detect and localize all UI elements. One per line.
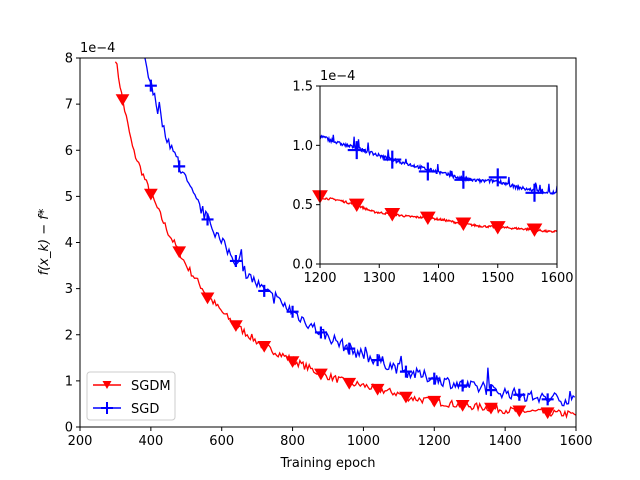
inset-line-sgd	[320, 134, 557, 196]
main-x-axis-label: Training epoch	[279, 456, 375, 471]
inset-y-tick-label: 0.5	[292, 198, 313, 213]
main-x-tick-label: 600	[209, 434, 234, 449]
main-marker-sgdm	[399, 391, 413, 404]
legend-marker-sgd	[101, 402, 113, 414]
main-marker-sgdm	[455, 400, 470, 412]
main-x-tick-label: 400	[138, 434, 163, 449]
main-y-tick-label: 3	[65, 282, 73, 297]
inset-ticks: 1200 1300 1400 1500 1600 0.0 0.5 1.0 1.5	[292, 80, 573, 287]
inset-x-tick-label: 1600	[540, 271, 573, 286]
main-marker-sgd	[541, 393, 554, 406]
inset-marker-sgd	[383, 150, 402, 169]
main-marker-sgdm	[314, 368, 328, 381]
main-marker-sgdm	[342, 377, 357, 390]
inset-marker-sgdm	[348, 198, 365, 212]
main-marker-sgdm	[229, 320, 243, 332]
main-x-tick-label: 1200	[418, 434, 451, 449]
main-marker-sgd	[314, 326, 327, 339]
main-marker-sgd	[144, 79, 157, 92]
inset-y-tick-label: 1.0	[292, 139, 313, 154]
inset-marker-sgd	[454, 170, 473, 189]
legend-label-sgd: SGD	[131, 402, 159, 417]
inset-marker-sgdm	[526, 223, 543, 237]
main-marker-sgd	[201, 213, 214, 226]
inset-y-scale-label: 1e−4	[320, 69, 355, 84]
main-y-tick-label: 5	[65, 190, 73, 205]
main-y-axis-label: f(x_k) − f*	[37, 208, 52, 275]
main-marker-sgdm	[115, 94, 130, 106]
main-frame	[79, 57, 577, 428]
main-y-tick-label: 0	[65, 421, 73, 436]
main-marker-sgdm	[257, 340, 272, 353]
main-marker-sgdm	[285, 356, 300, 368]
legend-marker-sgdm	[102, 381, 112, 389]
main-y-scale-label: 1e−4	[80, 41, 115, 56]
inset-y-tick-label: 0.0	[292, 258, 313, 273]
main-y-tick-label: 2	[65, 328, 73, 343]
inset-marker-sgdm	[419, 211, 436, 226]
inset-marker-sgd	[347, 141, 366, 160]
main-line-sgd	[144, 58, 576, 407]
main-marker-sgdm	[540, 407, 555, 420]
main-marker-sgd	[484, 384, 497, 397]
main-series-markers	[115, 79, 555, 420]
inset-x-tick-label: 1400	[422, 271, 455, 286]
main-marker-sgd	[399, 365, 412, 378]
main-x-tick-label: 200	[68, 434, 93, 449]
main-marker-sgd	[513, 388, 526, 401]
inset-marker-sgd	[488, 168, 507, 187]
inset-marker-sgdm	[384, 208, 401, 222]
main-x-tick-label: 1000	[347, 434, 380, 449]
main-x-tick-label: 1600	[559, 434, 592, 449]
main-marker-sgd	[343, 342, 356, 355]
main-marker-sgdm	[427, 395, 442, 408]
inset-axes: 1200 1300 1400 1500 1600 0.0 0.5 1.0 1.5 1e−4	[292, 69, 573, 286]
inset-marker-sgdm	[489, 221, 506, 235]
main-y-tick-label: 1	[65, 374, 73, 389]
main-marker-sgd	[173, 160, 186, 173]
main-y-tick-label: 6	[65, 144, 73, 159]
main-marker-sgd	[258, 284, 271, 297]
main-y-tick-label: 4	[65, 236, 73, 251]
main-x-tick-label: 800	[280, 434, 305, 449]
main-marker-sgd	[286, 305, 299, 318]
main-marker-sgdm	[200, 292, 215, 305]
main-ticks: 200 400 600 800 1000 1200 1400 1600 0 1 2 3 4 5 6 7 8	[65, 52, 593, 450]
main-y-tick-label: 8	[65, 52, 73, 67]
main-x-tick-label: 1400	[489, 434, 522, 449]
inset-y-tick-label: 1.5	[292, 80, 313, 95]
main-marker-sgdm	[172, 246, 187, 259]
inset-marker-sgd	[525, 183, 544, 202]
legend-label-sgdm: SGDM	[131, 379, 171, 394]
inset-x-tick-label: 1200	[303, 271, 336, 286]
main-marker-sgdm	[512, 405, 527, 418]
main-marker-sgd	[371, 354, 384, 367]
inset-marker-sgd	[418, 162, 437, 181]
main-marker-sgd	[428, 372, 441, 385]
inset-frame	[319, 85, 558, 265]
main-marker-sgd	[456, 379, 469, 392]
main-marker-sgdm	[484, 402, 498, 415]
main-y-tick-label: 7	[65, 98, 73, 113]
inset-x-tick-label: 1300	[363, 271, 396, 286]
legend: SGDM SGD	[86, 371, 176, 421]
inset-plot-area	[320, 86, 557, 264]
main-marker-sgdm	[370, 383, 385, 396]
main-marker-sgd	[229, 254, 242, 267]
inset-marker-sgdm	[455, 217, 472, 231]
inset-x-tick-label: 1500	[481, 271, 514, 286]
main-marker-sgdm	[143, 188, 158, 201]
